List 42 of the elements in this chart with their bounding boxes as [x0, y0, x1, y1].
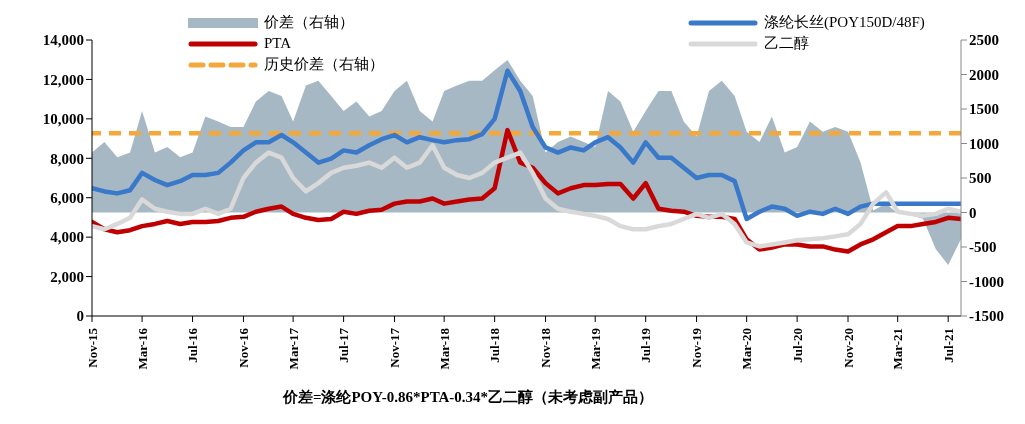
y-tick-label: 2,000	[50, 268, 84, 285]
x-tick-label: Mar-20	[739, 328, 755, 370]
line-series	[92, 143, 961, 249]
x-tick-label: Jul-16	[185, 327, 201, 363]
y-tick-label: 14,000	[42, 32, 84, 49]
x-tick-label: Nov-20	[840, 328, 856, 368]
x-tick-label: Mar-18	[436, 327, 452, 370]
x-tick-label: Nov-15	[84, 327, 100, 368]
legend-label: 乙二醇	[764, 34, 809, 53]
x-tick-label: Mar-19	[587, 327, 603, 370]
y2-tick-label: -1500	[969, 308, 1004, 325]
y-tick-label: 0	[76, 308, 84, 325]
x-tick-label: Nov-16	[235, 327, 251, 368]
legend-label: 历史价差（右轴）	[264, 55, 384, 74]
y-tick-label: 10,000	[42, 111, 84, 128]
x-tick-label: Jul-19	[638, 327, 654, 363]
y2-tick-label: 2000	[969, 66, 999, 83]
x-tick-label: Jul-18	[487, 327, 503, 363]
x-tick-label: Jul-21	[940, 328, 956, 363]
y-tick-label: 8,000	[50, 150, 84, 167]
x-tick-label: Jul-20	[789, 328, 805, 363]
x-tick-label: Nov-17	[386, 327, 402, 368]
legend-label: PTA	[264, 35, 292, 52]
x-tick-label: Nov-19	[689, 327, 705, 368]
text: 价差=涤纶POY-0.86*PTA-0.34*乙二醇（未考虑副产品）	[281, 388, 655, 407]
legend-label: 涤纶长丝(POY150D/48F)	[764, 13, 925, 32]
y-tick-label: 4,000	[50, 229, 84, 246]
legend-label: 价差（右轴）	[264, 13, 354, 32]
y2-tick-label: 1500	[969, 101, 999, 118]
x-tick-label: Mar-17	[285, 327, 301, 370]
y2-tick-label: -1000	[969, 273, 1004, 290]
y-tick-label: 6,000	[50, 190, 84, 207]
y-tick-label: 12,000	[42, 71, 84, 88]
x-tick-label: Nov-18	[538, 327, 554, 368]
x-tick-label: Jul-17	[336, 327, 352, 363]
x-tick-label: Mar-16	[134, 327, 150, 370]
x-tick-label: Mar-21	[890, 328, 906, 370]
y2-tick-label: 1000	[969, 135, 999, 152]
y2-tick-label: 500	[969, 170, 992, 187]
y2-tick-label: 0	[969, 204, 977, 221]
y2-tick-label: -500	[969, 239, 997, 256]
y2-tick-label: 2500	[969, 32, 999, 49]
